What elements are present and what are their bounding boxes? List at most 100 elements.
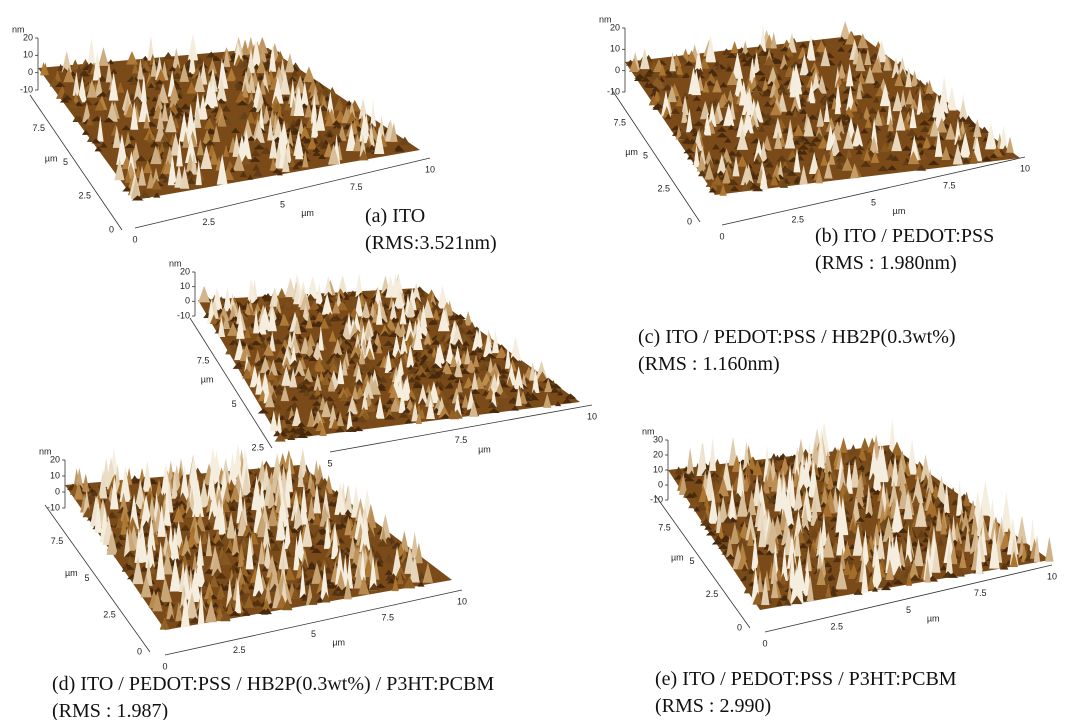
x-tick-label: 10 bbox=[1020, 163, 1030, 173]
y-tick-label: 2.5 bbox=[706, 589, 719, 599]
surface-peak bbox=[686, 447, 693, 474]
y-unit: µm bbox=[65, 568, 78, 578]
z-tick-label: 0 bbox=[185, 296, 190, 306]
y-tick-label: 5 bbox=[643, 150, 648, 160]
y-unit: µm bbox=[201, 374, 214, 384]
caption: (c) ITO / PEDOT:PSS / HB2P(0.3wt%) bbox=[638, 326, 956, 348]
x-tick-label: 5 bbox=[311, 629, 316, 639]
surface-peak bbox=[1000, 125, 1008, 148]
surface-peak bbox=[87, 38, 95, 66]
x-tick-label: 0 bbox=[162, 661, 167, 671]
z-tick-label: 20 bbox=[653, 449, 663, 459]
rms: (RMS : 1.987) bbox=[52, 700, 168, 720]
surface-peak bbox=[770, 32, 777, 49]
x-unit: µm bbox=[301, 208, 314, 218]
afm-panel: nm20100-1002.557.510µm02.557.5µm(b) ITO … bbox=[599, 14, 1030, 274]
x-tick-label: 5 bbox=[871, 197, 876, 207]
x-tick-label: 7.5 bbox=[350, 182, 363, 192]
x-tick-label: 2.5 bbox=[202, 217, 215, 227]
y-unit: µm bbox=[45, 153, 58, 163]
x-tick-label: 0 bbox=[719, 231, 724, 241]
surface-peak bbox=[277, 288, 286, 298]
z-tick-label: 10 bbox=[23, 50, 33, 60]
surface-peak bbox=[163, 52, 173, 59]
x-tick-label: 2.5 bbox=[233, 645, 246, 655]
surface-peak bbox=[1045, 537, 1054, 562]
surface-peak bbox=[62, 51, 72, 73]
x-tick-label: 0 bbox=[132, 234, 137, 244]
y-tick-label: 2.5 bbox=[251, 442, 264, 452]
x-tick-label: 10 bbox=[1047, 571, 1057, 581]
z-tick-label: 0 bbox=[55, 486, 60, 496]
surface-peak bbox=[126, 51, 138, 65]
x-tick-label: 7.5 bbox=[943, 180, 956, 190]
surface-peak bbox=[370, 100, 376, 126]
z-tick-label: 0 bbox=[615, 65, 620, 75]
y-unit: µm bbox=[671, 553, 684, 563]
z-tick-label: 0 bbox=[658, 479, 663, 489]
x-tick-label: 7.5 bbox=[455, 435, 468, 445]
y-tick-label: 2.5 bbox=[78, 191, 91, 201]
y-tick-label: 7.5 bbox=[658, 523, 671, 533]
surface-peak bbox=[98, 47, 108, 66]
y-tick-label: 5 bbox=[63, 157, 68, 167]
rms: (RMS : 1.980nm) bbox=[815, 252, 957, 274]
rms: (RMS : 1.160nm) bbox=[638, 353, 780, 375]
surface-peak bbox=[198, 286, 210, 302]
z-tick-label: 20 bbox=[610, 22, 620, 32]
y-tick-label: 5 bbox=[232, 399, 237, 409]
x-unit: µm bbox=[332, 638, 345, 648]
y-tick-label: 0 bbox=[137, 646, 142, 656]
x-tick-label: 10 bbox=[587, 411, 597, 421]
surface-peak bbox=[731, 41, 739, 53]
z-tick-label: -10 bbox=[607, 86, 620, 96]
z-tick-label: 30 bbox=[653, 434, 663, 444]
surface-peak bbox=[709, 438, 716, 471]
x-unit: µm bbox=[478, 445, 491, 455]
x-tick-label: 7.5 bbox=[974, 588, 987, 598]
y-tick-label: 5 bbox=[84, 573, 89, 583]
y-tick-label: 7.5 bbox=[32, 123, 45, 133]
surface-peak bbox=[143, 460, 152, 491]
x-tick-label: 5 bbox=[906, 605, 911, 615]
x-tick-label: 5 bbox=[327, 458, 332, 468]
z-tick-label: -10 bbox=[20, 84, 33, 94]
z-tick-label: 20 bbox=[50, 454, 60, 464]
y-tick-label: 2.5 bbox=[657, 183, 670, 193]
afm-panel: nm3020100-1002.557.510µm02.557.5µm(e) IT… bbox=[642, 419, 1057, 717]
x-tick-label: 7.5 bbox=[381, 613, 394, 623]
z-tick-label: -10 bbox=[177, 310, 190, 320]
x-tick-label: 5 bbox=[280, 199, 285, 209]
y-tick-label: 0 bbox=[737, 622, 742, 632]
surface-peak bbox=[947, 86, 957, 110]
caption: (b) ITO / PEDOT:PSS bbox=[815, 225, 994, 247]
caption: (e) ITO / PEDOT:PSS / P3HT:PCBM bbox=[655, 668, 957, 690]
y-tick-label: 0 bbox=[109, 224, 114, 234]
y-tick-label: 5 bbox=[689, 556, 694, 566]
z-tick-label: 10 bbox=[50, 470, 60, 480]
surface-peak bbox=[82, 474, 90, 492]
x-tick-label: 0 bbox=[762, 638, 767, 648]
z-tick-label: 10 bbox=[653, 464, 663, 474]
x-tick-label: 2.5 bbox=[791, 214, 804, 224]
x-tick-label: 10 bbox=[425, 164, 435, 174]
y-unit: µm bbox=[625, 147, 638, 157]
afm-panel: nm20100-1002.557.510µm02.557.5µm(a) ITO(… bbox=[12, 24, 497, 254]
y-tick-label: 7.5 bbox=[51, 536, 64, 546]
z-tick-label: 0 bbox=[28, 67, 33, 77]
rms: (RMS:3.521nm) bbox=[365, 232, 497, 254]
x-unit: µm bbox=[893, 206, 906, 216]
rms: (RMS : 2.990) bbox=[655, 695, 771, 717]
y-tick-label: 0 bbox=[687, 216, 692, 226]
z-tick-label: 20 bbox=[180, 266, 190, 276]
caption: (a) ITO bbox=[365, 205, 425, 227]
x-tick-label: 2.5 bbox=[830, 622, 843, 632]
surface-peak bbox=[307, 276, 319, 299]
figure: nm20100-1002.557.510µm02.557.5µm(a) ITO(… bbox=[0, 0, 1066, 720]
surface-peak bbox=[510, 336, 521, 361]
z-tick-label: 20 bbox=[23, 32, 33, 42]
surface-peak bbox=[839, 437, 847, 453]
z-tick-label: 10 bbox=[180, 281, 190, 291]
z-tick-label: 10 bbox=[610, 44, 620, 54]
surface-peak bbox=[1006, 137, 1014, 153]
